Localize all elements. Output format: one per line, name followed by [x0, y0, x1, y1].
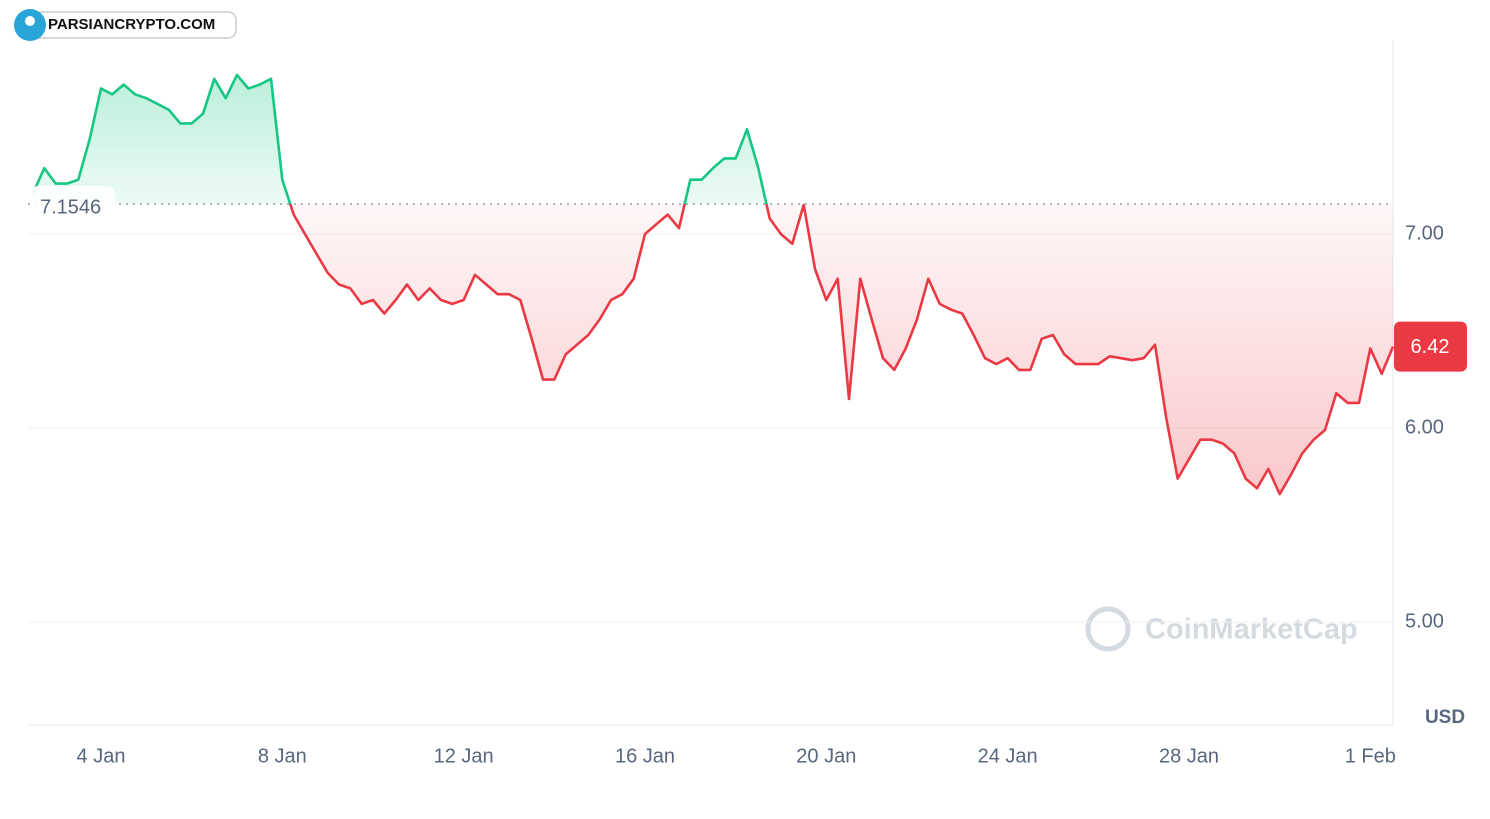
- price-line: [31, 73, 1395, 496]
- baseline-label-box: [30, 186, 115, 221]
- area: [33, 74, 1393, 495]
- x-tick-label: 8 Jan: [258, 745, 307, 767]
- cmc-watermark: CoinMarketCap: [1085, 606, 1358, 652]
- x-tick-label: 4 Jan: [77, 745, 126, 767]
- current-price-box: [1394, 321, 1467, 372]
- x-tick-label: 12 Jan: [434, 745, 494, 767]
- x-tick-label: 20 Jan: [796, 745, 856, 767]
- cmc-logo: [1085, 606, 1131, 652]
- badge-icon-dot: [25, 16, 35, 26]
- x-tick-label: 24 Jan: [978, 745, 1038, 767]
- y-tick-label: 5.00: [1405, 610, 1444, 632]
- x-tick-label: 16 Jan: [615, 745, 675, 767]
- y-tick-label: 6.00: [1405, 416, 1444, 438]
- currency-label: USD: [1425, 707, 1465, 728]
- y-tick-label: 7.00: [1405, 222, 1444, 244]
- x-tick-label: 28 Jan: [1159, 745, 1219, 767]
- site-badge: PARSIANCRYPTO.COM: [14, 9, 237, 41]
- watermark: CoinMarketCap: [1145, 614, 1358, 646]
- site-watermark: PARSIANCRYPTO.COM: [48, 16, 215, 33]
- x-tick-label: 1 Feb: [1345, 745, 1396, 767]
- baseline-label: 7.1546: [40, 196, 101, 218]
- current-price-label: 6.42: [1411, 336, 1450, 358]
